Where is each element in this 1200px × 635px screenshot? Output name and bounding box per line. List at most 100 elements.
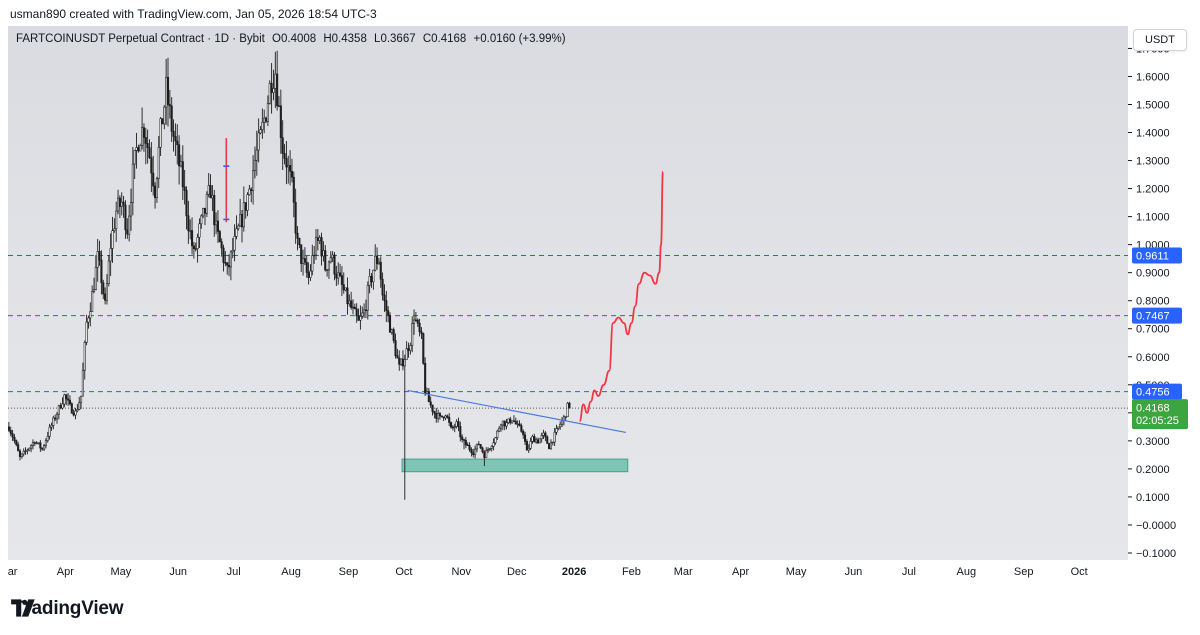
x-tick-label: Aug xyxy=(957,566,977,578)
candle-body xyxy=(257,132,260,151)
candle-body xyxy=(418,322,421,332)
currency-button[interactable]: USDT xyxy=(1133,29,1187,51)
candle-body xyxy=(568,402,571,409)
candle-body xyxy=(155,178,158,199)
candle-body xyxy=(74,410,77,416)
candle-body xyxy=(111,230,114,249)
y-tick-label: 1.6000 xyxy=(1136,71,1170,83)
candle-body xyxy=(222,247,225,263)
candle-body xyxy=(355,308,358,317)
candle-body xyxy=(387,310,390,316)
candle-body xyxy=(165,76,168,108)
candle-body xyxy=(235,228,238,237)
x-tick-label: Aug xyxy=(281,566,301,578)
candle-body xyxy=(477,443,480,446)
price-axis[interactable] xyxy=(1128,26,1195,560)
x-tick-label: May xyxy=(786,566,807,578)
tradingview-logo-icon xyxy=(11,599,35,617)
candle-body xyxy=(523,434,527,442)
candle-body xyxy=(141,127,144,146)
candle-body xyxy=(411,323,414,346)
candle-body xyxy=(298,237,301,246)
candle-body xyxy=(394,340,397,356)
candle-body xyxy=(305,261,308,273)
candle-body xyxy=(363,309,366,314)
candle-body xyxy=(68,399,72,405)
candle-body xyxy=(22,450,25,455)
candle-body xyxy=(326,269,329,271)
legend-change: +0.0160 (+3.99%) xyxy=(473,33,566,45)
candle-body xyxy=(359,316,362,321)
candle-body xyxy=(522,431,525,436)
candle-body xyxy=(248,188,251,195)
tradingview-logo[interactable]: TradingView xyxy=(10,598,124,620)
candle-body xyxy=(109,248,112,262)
candle-body xyxy=(216,220,219,232)
candle-body xyxy=(435,413,438,419)
candle-body xyxy=(129,202,133,217)
x-tick-label: Apr xyxy=(57,566,74,578)
candle-body xyxy=(536,439,540,444)
candle-body xyxy=(270,82,273,93)
candle-body xyxy=(41,447,44,450)
candle-body xyxy=(113,228,116,231)
candle-body xyxy=(115,210,118,230)
candle-body xyxy=(553,431,556,443)
candle-body xyxy=(342,284,345,291)
candle-body xyxy=(78,402,81,410)
candle-body xyxy=(455,421,458,427)
y-tick-label: 0.9000 xyxy=(1136,268,1170,280)
candle-body xyxy=(364,309,368,312)
x-tick-label: Oct xyxy=(395,566,412,578)
candle-body xyxy=(353,306,356,310)
candle-body xyxy=(488,448,491,450)
candle-body xyxy=(9,430,12,434)
level-badge-label: 0.9611 xyxy=(1136,251,1169,263)
candle-body xyxy=(50,425,53,428)
time-axis[interactable] xyxy=(8,560,1128,582)
candle-body xyxy=(30,445,33,449)
candle-body xyxy=(192,245,195,249)
candle-body xyxy=(544,432,547,438)
candle-body xyxy=(318,237,321,242)
candle-body xyxy=(505,422,508,427)
x-tick-label: Nov xyxy=(451,566,471,578)
candle-body xyxy=(444,415,447,419)
candle-body xyxy=(309,270,312,278)
tradingview-logo-text: TradingView xyxy=(14,598,124,619)
level-badge xyxy=(1132,247,1182,264)
candle-body xyxy=(191,230,194,247)
candle-body xyxy=(44,440,47,446)
candle-body xyxy=(209,185,212,199)
candle-body xyxy=(290,170,294,178)
candle-body xyxy=(414,319,417,322)
candle-body xyxy=(33,442,36,444)
candle-body xyxy=(557,426,560,429)
candle-body xyxy=(470,449,473,454)
candle-body xyxy=(448,416,451,423)
candle-body xyxy=(146,143,149,149)
candle-body xyxy=(281,137,284,154)
candle-body xyxy=(266,103,269,122)
candle-body xyxy=(538,438,541,444)
symbol-legend: FARTCOINUSDT Perpetual Contract · 1D · B… xyxy=(16,33,570,45)
candle-body xyxy=(261,122,264,130)
x-tick-label: Sep xyxy=(339,566,359,578)
candle-body xyxy=(189,230,192,232)
candle-body xyxy=(154,185,157,199)
legend-low: L0.3667 xyxy=(374,33,416,45)
x-tick-label: Feb xyxy=(622,566,641,578)
candle-body xyxy=(320,237,323,257)
candle-body xyxy=(468,445,471,450)
candle-body xyxy=(65,394,68,400)
candle-body xyxy=(531,436,534,442)
candle-body xyxy=(424,363,427,394)
x-tick-label: Sep xyxy=(1014,566,1034,578)
candle-body xyxy=(139,145,142,152)
candle-body xyxy=(446,415,449,418)
chart-frame[interactable]: 1.70001.60001.50001.40001.30001.20001.10… xyxy=(8,26,1195,582)
candle-body xyxy=(124,204,127,231)
candle-body xyxy=(475,443,479,450)
candle-body xyxy=(311,255,314,272)
candle-body xyxy=(179,161,182,167)
